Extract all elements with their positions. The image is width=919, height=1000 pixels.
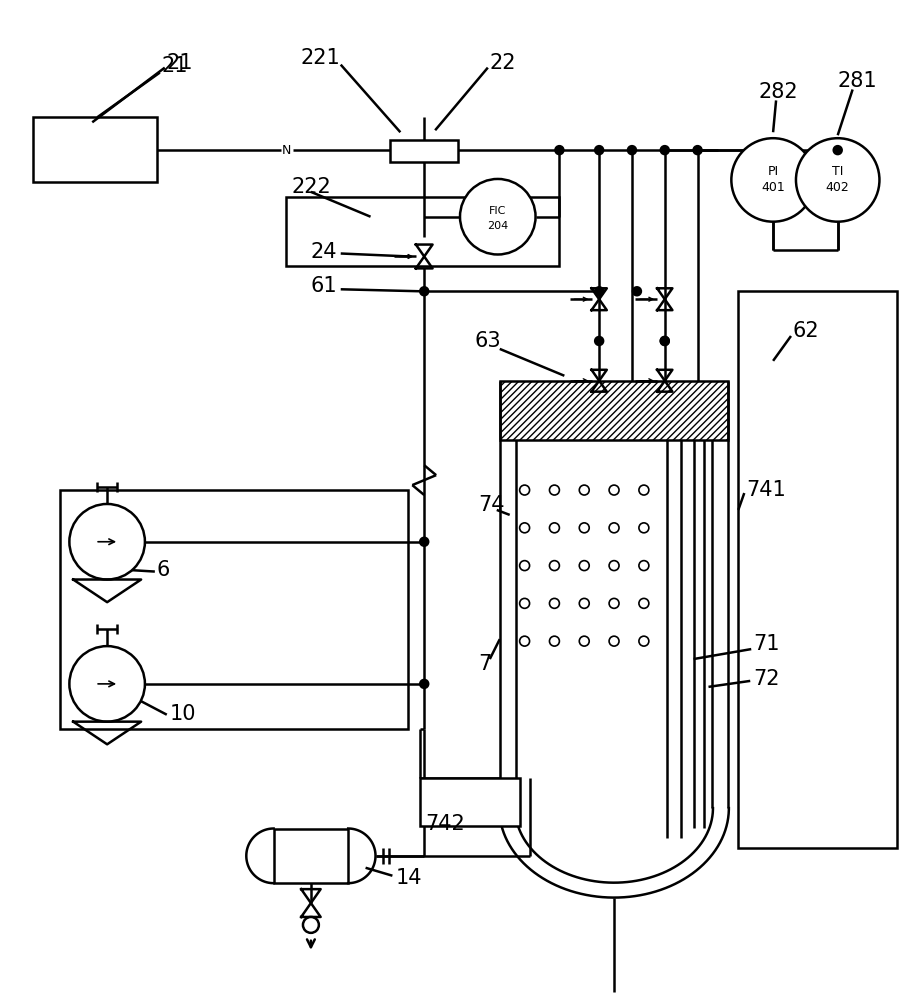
Text: 7: 7: [477, 654, 491, 674]
Circle shape: [69, 646, 145, 722]
Text: 221: 221: [301, 48, 340, 68]
Text: 401: 401: [760, 181, 784, 194]
Text: 72: 72: [753, 669, 779, 689]
Text: TI: TI: [831, 165, 843, 178]
Circle shape: [420, 287, 427, 295]
Text: FIC: FIC: [489, 206, 505, 216]
Circle shape: [833, 146, 841, 154]
Text: PI: PI: [766, 165, 777, 178]
Text: 10: 10: [170, 704, 196, 724]
Circle shape: [660, 146, 668, 154]
Circle shape: [660, 337, 668, 345]
Text: 62: 62: [792, 321, 819, 341]
Bar: [738, 291, 896, 848]
Text: 14: 14: [395, 868, 422, 888]
Bar: [61, 490, 408, 729]
Circle shape: [632, 287, 641, 295]
Circle shape: [460, 179, 535, 254]
Text: 741: 741: [745, 480, 785, 500]
Bar: [420, 778, 519, 826]
Circle shape: [420, 680, 427, 688]
Text: 21: 21: [162, 56, 188, 76]
Circle shape: [628, 146, 635, 154]
Circle shape: [693, 146, 701, 154]
Bar: [273, 829, 347, 883]
Text: 71: 71: [753, 634, 779, 654]
Bar: [32, 117, 156, 182]
Circle shape: [660, 337, 668, 345]
Circle shape: [731, 138, 814, 222]
Text: 63: 63: [474, 331, 501, 351]
Bar: [499, 381, 728, 440]
Text: 61: 61: [311, 276, 337, 296]
Text: 6: 6: [156, 560, 170, 580]
Text: 281: 281: [837, 71, 877, 91]
Circle shape: [595, 337, 603, 345]
Circle shape: [420, 538, 427, 546]
Circle shape: [595, 146, 603, 154]
Text: 204: 204: [487, 221, 508, 231]
Text: 74: 74: [477, 495, 504, 515]
Text: 24: 24: [311, 242, 337, 262]
Circle shape: [302, 917, 319, 933]
Text: 22: 22: [489, 53, 516, 73]
Text: 222: 222: [290, 177, 331, 197]
Text: N: N: [281, 144, 290, 157]
Circle shape: [69, 504, 145, 580]
Circle shape: [595, 287, 603, 295]
Bar: [286, 197, 559, 266]
Circle shape: [795, 138, 879, 222]
Text: 402: 402: [825, 181, 848, 194]
Text: 21: 21: [166, 53, 193, 73]
Circle shape: [555, 146, 562, 154]
Text: 742: 742: [425, 814, 464, 834]
Bar: [390, 140, 458, 162]
Text: 282: 282: [757, 82, 797, 102]
